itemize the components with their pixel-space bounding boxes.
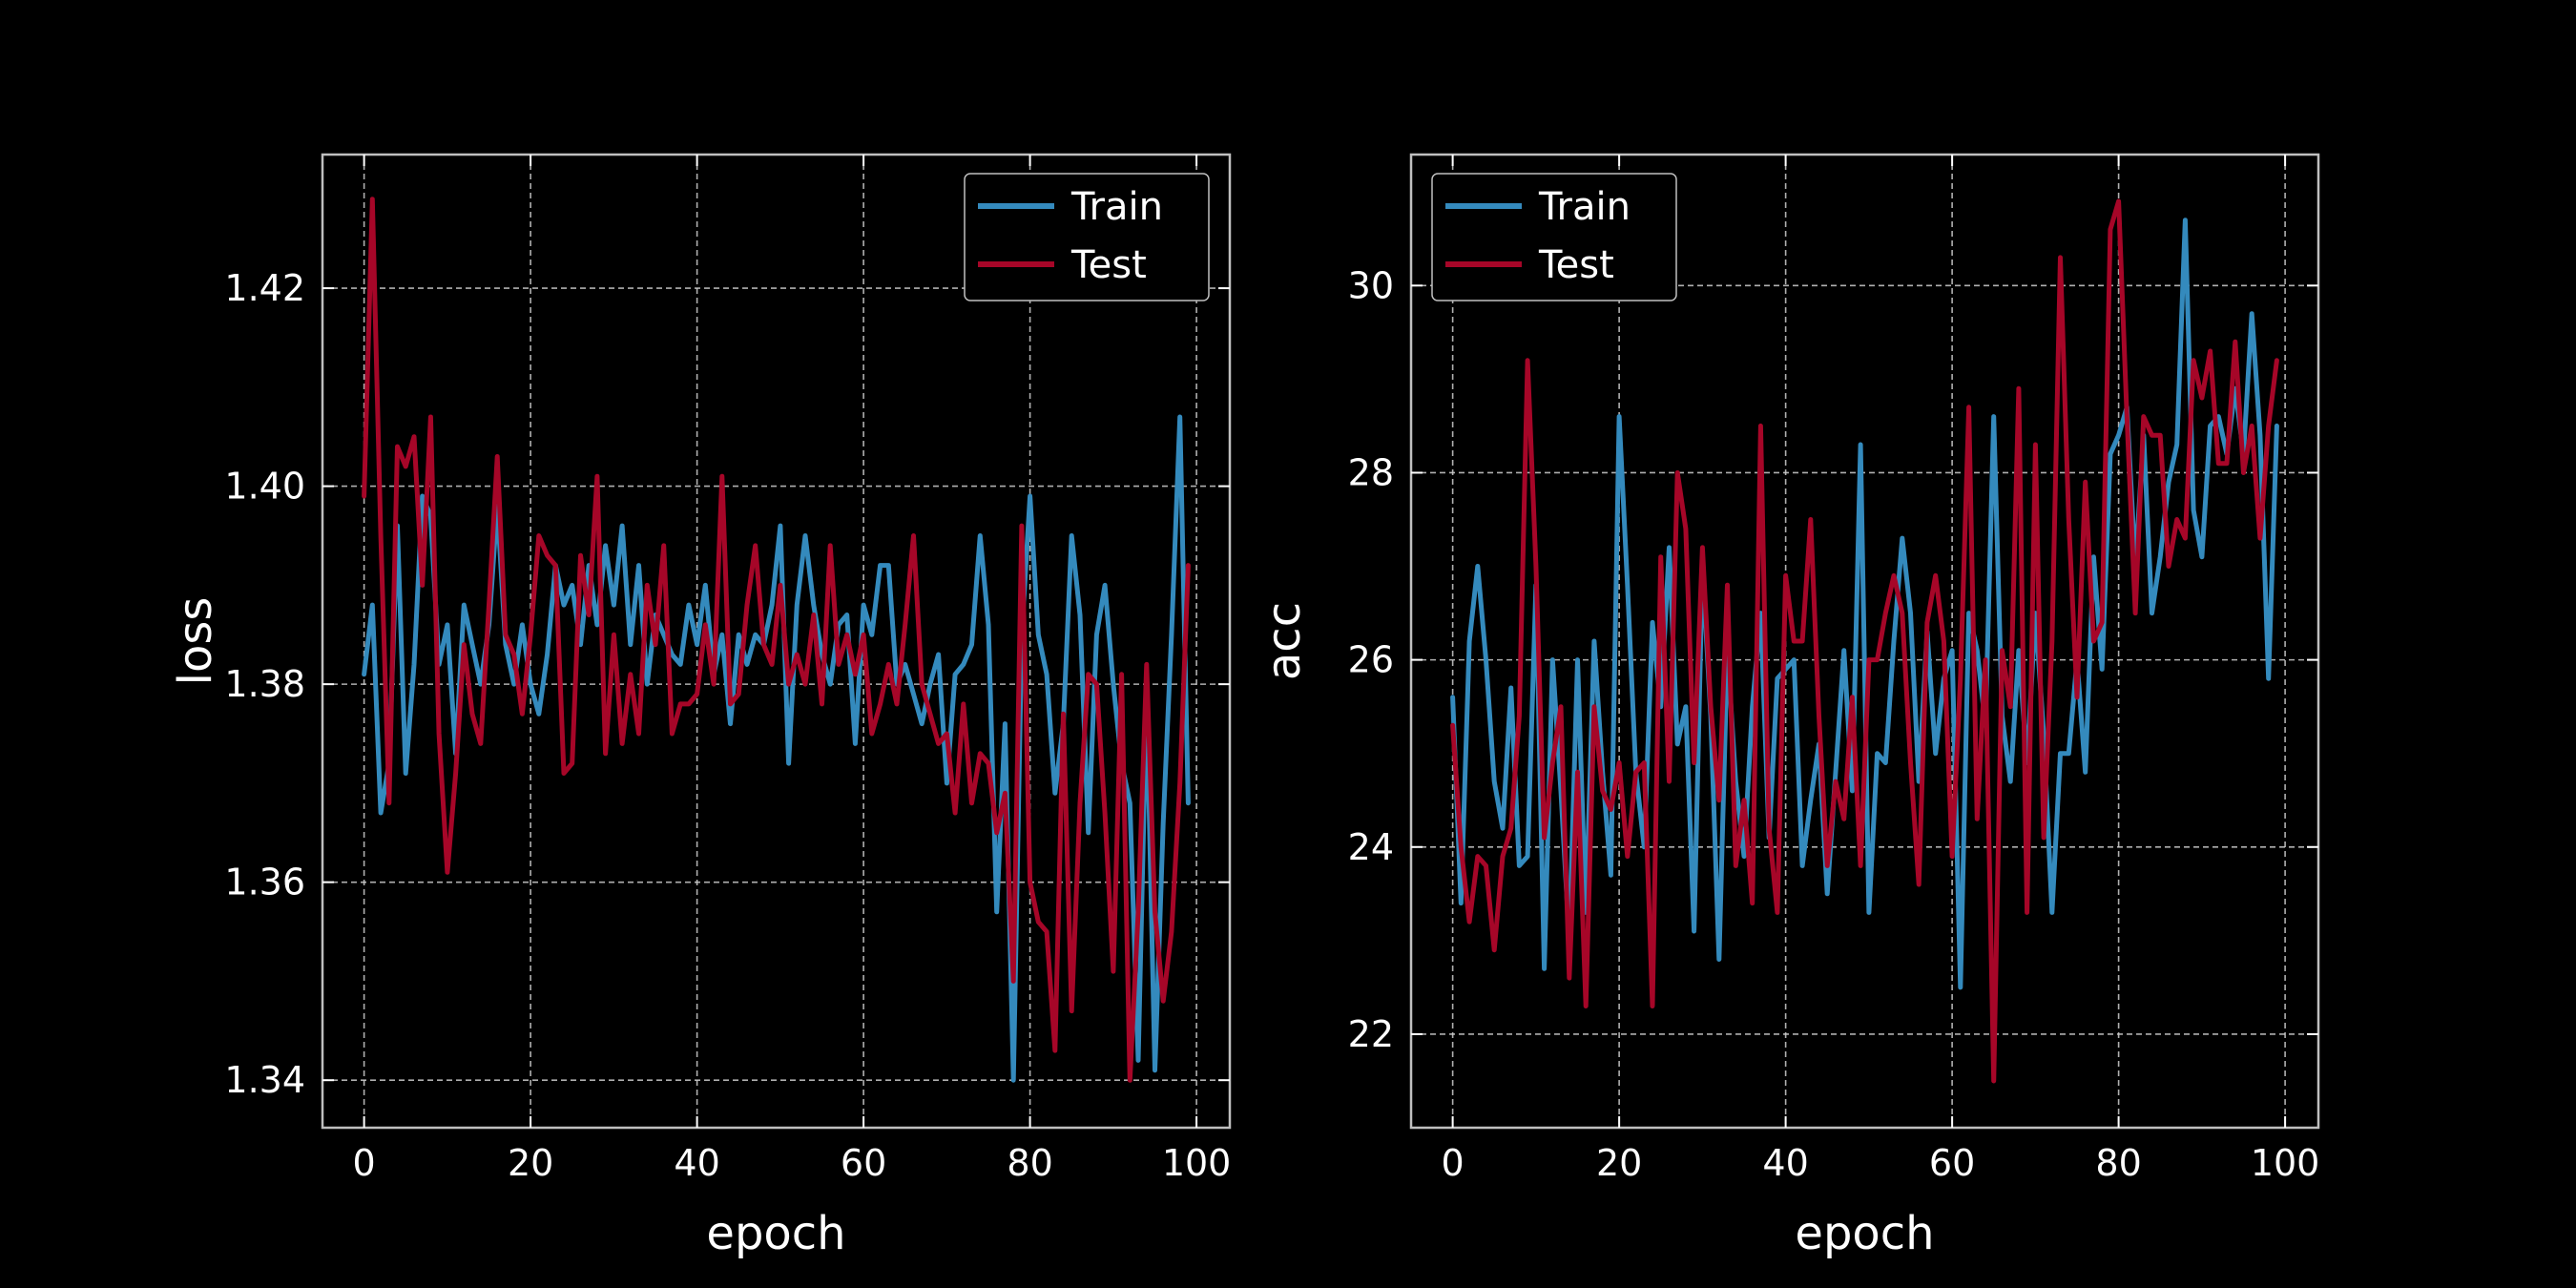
- loss-x-tick-label: 60: [841, 1142, 886, 1184]
- acc-tick-labels: 0 20 40 60 80 100 22 24 26 28 30: [1348, 264, 2320, 1184]
- acc-legend-label-test: Test: [1538, 243, 1614, 287]
- loss-test-line: [362, 197, 1191, 1083]
- acc-test-line: [1450, 198, 2279, 1084]
- acc-y-tick-label: 26: [1348, 639, 1394, 681]
- acc-plot-frame: [1409, 153, 2320, 1130]
- loss-x-tick-label: 100: [1162, 1142, 1232, 1184]
- loss-y-tick-label: 1.34: [224, 1059, 305, 1101]
- loss-plot-frame: [321, 153, 1232, 1130]
- acc-y-tick-label: 28: [1348, 451, 1394, 493]
- acc-ticks: [1411, 155, 2318, 1128]
- loss-ticks: [322, 155, 1230, 1128]
- acc-x-tick-label: 40: [1762, 1142, 1808, 1184]
- loss-tick-labels: 0 20 40 60 80 100 1.34 1.36 1.38 1.40 1.42: [224, 267, 1231, 1184]
- loss-x-tick-label: 80: [1007, 1142, 1052, 1184]
- acc-grid: [1411, 155, 2318, 1128]
- acc-y-tick-label: 30: [1348, 264, 1394, 306]
- loss-y-tick-label: 1.36: [224, 862, 305, 904]
- loss-legend-label-train: Train: [1070, 185, 1163, 229]
- loss-chart: 0 20 40 60 80 100 1.34 1.36 1.38 1.40 1.42 epoch l…: [169, 153, 1232, 1260]
- loss-x-tick-label: 40: [674, 1142, 719, 1184]
- loss-y-axis-label: loss: [169, 597, 222, 686]
- acc-x-tick-label: 60: [1929, 1142, 1975, 1184]
- acc-legend: Train Test: [1431, 173, 1677, 301]
- acc-x-tick-label: 100: [2251, 1142, 2320, 1184]
- acc-x-axis-label: epoch: [1795, 1207, 1934, 1260]
- loss-y-tick-label: 1.42: [224, 267, 305, 309]
- acc-legend-label-train: Train: [1538, 185, 1631, 229]
- loss-legend-label-test: Test: [1070, 243, 1147, 287]
- acc-x-tick-label: 0: [1442, 1142, 1465, 1184]
- acc-chart: 0 20 40 60 80 100 22 24 26 28 30 epoch acc Train Te…: [1257, 153, 2320, 1260]
- loss-x-tick-label: 20: [508, 1142, 553, 1184]
- loss-x-axis-label: epoch: [706, 1207, 845, 1260]
- loss-series: [362, 197, 1191, 1083]
- loss-x-tick-label: 0: [353, 1142, 376, 1184]
- acc-y-tick-label: 24: [1348, 826, 1394, 868]
- acc-series: [1450, 198, 2279, 1084]
- acc-y-tick-label: 22: [1348, 1013, 1394, 1055]
- acc-x-tick-label: 20: [1596, 1142, 1642, 1184]
- loss-y-tick-label: 1.38: [224, 663, 305, 705]
- acc-x-tick-label: 80: [2095, 1142, 2141, 1184]
- acc-y-axis-label: acc: [1257, 602, 1311, 680]
- loss-legend: Train Test: [964, 173, 1210, 301]
- loss-y-tick-label: 1.40: [224, 466, 305, 508]
